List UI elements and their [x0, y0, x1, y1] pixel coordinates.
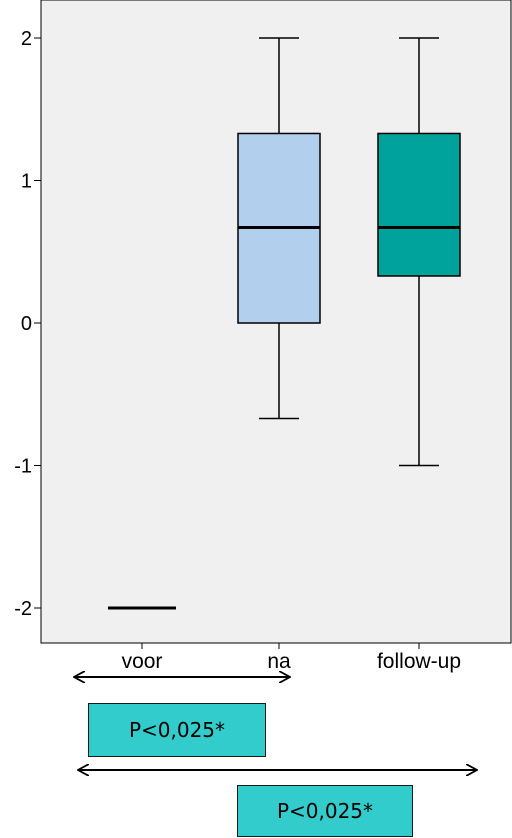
y-tick-label: -2 [14, 598, 32, 620]
box-follow-up [377, 37, 461, 467]
y-tick-label: 1 [21, 171, 32, 193]
y-tick-label: -1 [14, 456, 32, 478]
x-tick-label-follow-up: follow-up [377, 650, 461, 673]
iqr-box [377, 132, 461, 277]
p-value-label-voor-follow-up: P<0,025* [237, 785, 413, 837]
y-tick-label: 0 [21, 313, 32, 335]
y-tick-label: 2 [21, 28, 32, 50]
y-axis: 2 1 0 -1 -2 [14, 28, 41, 620]
x-tick-label-voor: voor [122, 650, 163, 673]
boxplot-chart: 2 1 0 -1 -2 voor na follow-up [14, 0, 512, 673]
p-value-label-voor-na: P<0,025* [88, 703, 266, 757]
x-axis: voor na follow-up [122, 643, 461, 673]
boxes [108, 37, 461, 610]
box-na [237, 37, 321, 420]
x-tick-label-na: na [267, 650, 291, 673]
